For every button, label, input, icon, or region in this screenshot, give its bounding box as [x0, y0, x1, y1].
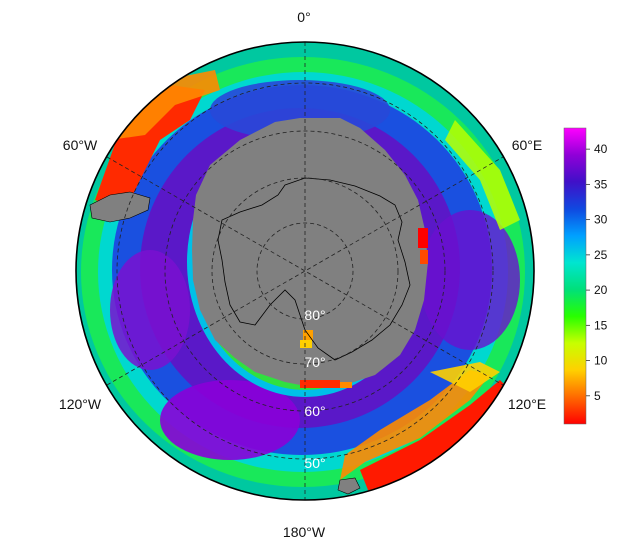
colorbar-tick-label-30: 30 [594, 213, 608, 227]
colorbar-tick-label-20: 20 [594, 283, 608, 297]
colorbar-tick-label-25: 25 [594, 248, 608, 262]
colorbar-tick-label-5: 5 [594, 389, 601, 403]
lat-label-80: 80° [304, 307, 325, 323]
colorbar-frame [563, 127, 587, 425]
colorbar: 40 35 30 25 20 15 10 5 [563, 127, 608, 425]
colorbar-tick-label-35: 35 [594, 177, 608, 191]
lon-label-lower-left: 120°W [59, 396, 102, 412]
lon-label-upper-right: 60°E [512, 137, 543, 153]
lat-label-70: 70° [304, 354, 325, 370]
south-america-tip [89, 191, 151, 223]
map-border [75, 41, 535, 501]
colorbar-gradient [564, 128, 586, 424]
longitude-labels: 0° 60°W 60°E 120°W 120°E 180°W [59, 9, 546, 540]
graticule [106, 42, 504, 500]
lon-label-bottom: 180°W [283, 524, 326, 540]
island [337, 477, 361, 495]
ice-edge-highlights [300, 228, 428, 388]
lat-label-50: 50° [304, 455, 325, 471]
lon-label-upper-left: 60°W [63, 137, 98, 153]
antarctica-land [192, 118, 428, 388]
colorbar-tick-label-40: 40 [594, 142, 608, 156]
lon-label-lower-right: 120°E [508, 396, 546, 412]
lon-label-top: 0° [297, 9, 310, 25]
latitude-labels: 80° 70° 60° 50° [304, 307, 325, 471]
lat-label-60: 60° [304, 403, 325, 419]
colorbar-tick-label-10: 10 [594, 354, 608, 368]
coastline [217, 177, 411, 361]
colorbar-tick-label-15: 15 [594, 318, 608, 332]
